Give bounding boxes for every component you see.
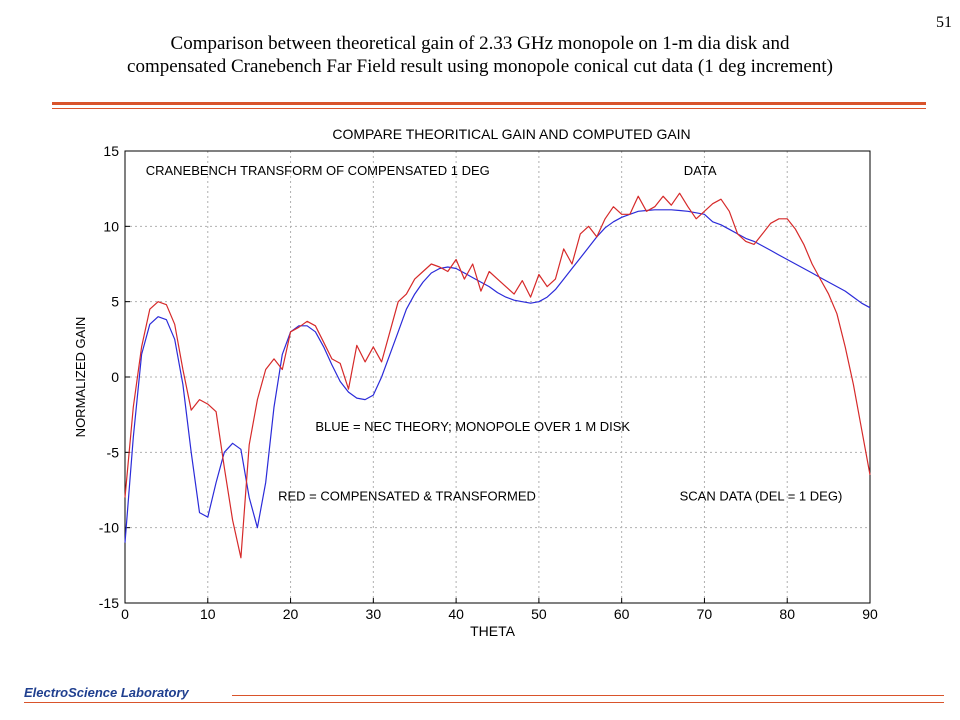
footer-rule-bottom bbox=[24, 702, 944, 703]
y-tick-label: -10 bbox=[99, 520, 119, 536]
chart-annotation: CRANEBENCH TRANSFORM OF COMPENSATED 1 DE… bbox=[146, 163, 490, 178]
tick-layer: 0 10 20 30 40 50 60 70 80 90 -15 -10 -5 0 5 10 15 bbox=[99, 143, 878, 622]
x-tick-label: 60 bbox=[614, 606, 630, 622]
x-tick-label: 90 bbox=[862, 606, 878, 622]
slide-title-line-2: compensated Cranebench Far Field result … bbox=[127, 56, 833, 77]
slide-title: Comparison between theoretical gain of 2… bbox=[40, 32, 920, 78]
y-axis-label: NORMALIZED GAIN bbox=[73, 317, 88, 438]
grid-layer bbox=[125, 151, 870, 603]
x-tick-label: 0 bbox=[121, 606, 129, 622]
footer-lab-name: ElectroScience Laboratory bbox=[24, 685, 189, 700]
x-tick-label: 10 bbox=[200, 606, 216, 622]
slide-title-line-1: Comparison between theoretical gain of 2… bbox=[170, 33, 790, 54]
title-rule-thin bbox=[52, 108, 926, 109]
page-number: 51 bbox=[936, 14, 952, 31]
x-tick-label: 80 bbox=[779, 606, 795, 622]
measured-gain-line bbox=[124, 192, 871, 559]
x-tick-label: 20 bbox=[283, 606, 299, 622]
annotation-layer: CRANEBENCH TRANSFORM OF COMPENSATED 1 DE… bbox=[146, 163, 843, 503]
y-tick-label: -15 bbox=[99, 595, 119, 611]
chart-annotation: BLUE = NEC THEORY; MONOPOLE OVER 1 M DIS… bbox=[315, 419, 630, 434]
footer-rule bbox=[232, 695, 944, 696]
y-tick-label: 0 bbox=[111, 369, 119, 385]
x-tick-label: 30 bbox=[366, 606, 382, 622]
x-tick-label: 50 bbox=[531, 606, 547, 622]
chart-annotation: RED = COMPENSATED & TRANSFORMED bbox=[278, 489, 536, 504]
x-axis-label: THETA bbox=[470, 623, 516, 639]
y-tick-label: -5 bbox=[107, 444, 120, 460]
x-tick-label: 40 bbox=[448, 606, 464, 622]
chart-annotation: SCAN DATA (DEL = 1 DEG) bbox=[680, 489, 843, 504]
chart-title: COMPARE THEORITICAL GAIN AND COMPUTED GA… bbox=[332, 126, 690, 142]
y-tick-label: 5 bbox=[111, 294, 119, 310]
y-tick-label: 15 bbox=[103, 143, 119, 159]
series-layer bbox=[124, 192, 871, 559]
x-tick-label: 70 bbox=[697, 606, 713, 622]
chart-annotation: DATA bbox=[684, 163, 717, 178]
theory-gain-line bbox=[124, 209, 871, 543]
title-rule-thick bbox=[52, 102, 926, 105]
y-tick-label: 10 bbox=[103, 218, 119, 234]
